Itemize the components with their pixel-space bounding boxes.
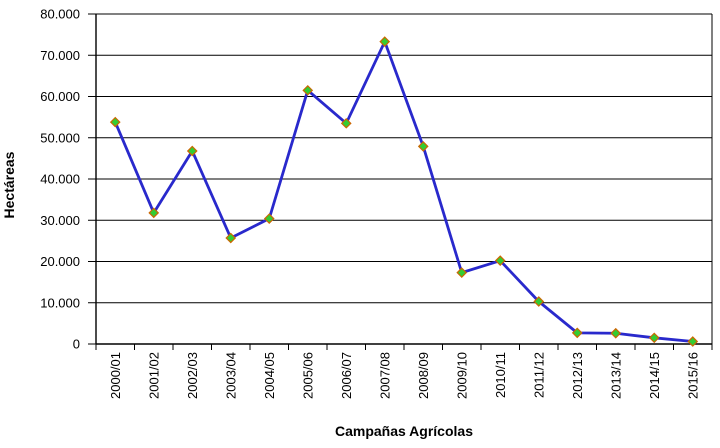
x-tick-label: 2003/04 <box>223 352 238 399</box>
data-point-marker <box>109 116 121 128</box>
y-tick-label: 80.000 <box>40 7 80 22</box>
y-tick-label: 70.000 <box>40 48 80 63</box>
data-point-marker <box>610 327 622 339</box>
data-point-marker <box>302 84 314 96</box>
x-tick-label: 2012/13 <box>570 352 585 399</box>
y-tick-label: 0 <box>73 337 80 352</box>
x-tick-label: 2007/08 <box>377 352 392 399</box>
data-point-marker <box>648 332 660 344</box>
x-tick-label: 2001/02 <box>146 352 161 399</box>
y-tick-label: 20.000 <box>40 254 80 269</box>
data-point-marker <box>533 296 545 307</box>
data-point-marker <box>456 267 468 279</box>
x-tick-label: 2006/07 <box>339 352 354 399</box>
data-point-marker <box>186 145 198 157</box>
data-point-marker <box>571 327 583 339</box>
data-point-marker <box>340 117 352 129</box>
x-tick-label: 2004/05 <box>262 352 277 399</box>
data-point-marker <box>225 232 237 244</box>
x-tick-label: 2000/01 <box>108 352 123 399</box>
x-tick-label: 2009/10 <box>454 352 469 399</box>
data-series-group <box>109 36 699 347</box>
data-point-marker <box>687 336 699 347</box>
x-tick-label: 2015/16 <box>685 352 700 399</box>
data-series-line <box>113 40 693 343</box>
x-axis-title: Campañas Agrícolas <box>335 423 473 439</box>
x-tick-label: 2011/12 <box>531 352 546 398</box>
y-tick-label: 50.000 <box>40 130 80 145</box>
y-tick-label: 30.000 <box>40 213 80 228</box>
axes-group <box>88 13 713 350</box>
x-tick-label: 2010/11 <box>493 352 508 398</box>
x-tick-label: 2013/14 <box>608 352 623 399</box>
y-axis-title: Hectáreas <box>1 151 17 218</box>
x-tick-label: 2005/06 <box>300 352 315 399</box>
data-point-marker <box>494 255 506 267</box>
data-point-marker <box>417 141 429 152</box>
tick-labels-group: 0 10.000 20.000 30.000 40.000 50.000 60.000 70.… <box>40 7 700 400</box>
data-point-marker <box>379 36 391 48</box>
data-point-marker <box>148 207 160 219</box>
x-tick-label: 2014/15 <box>647 352 662 399</box>
y-tick-label: 60.000 <box>40 89 80 104</box>
x-tick-label: 2002/03 <box>185 352 200 399</box>
y-tick-label: 10.000 <box>40 295 80 310</box>
y-tick-label: 40.000 <box>40 172 80 187</box>
data-point-marker <box>263 213 275 224</box>
x-tick-label: 2008/09 <box>416 352 431 399</box>
